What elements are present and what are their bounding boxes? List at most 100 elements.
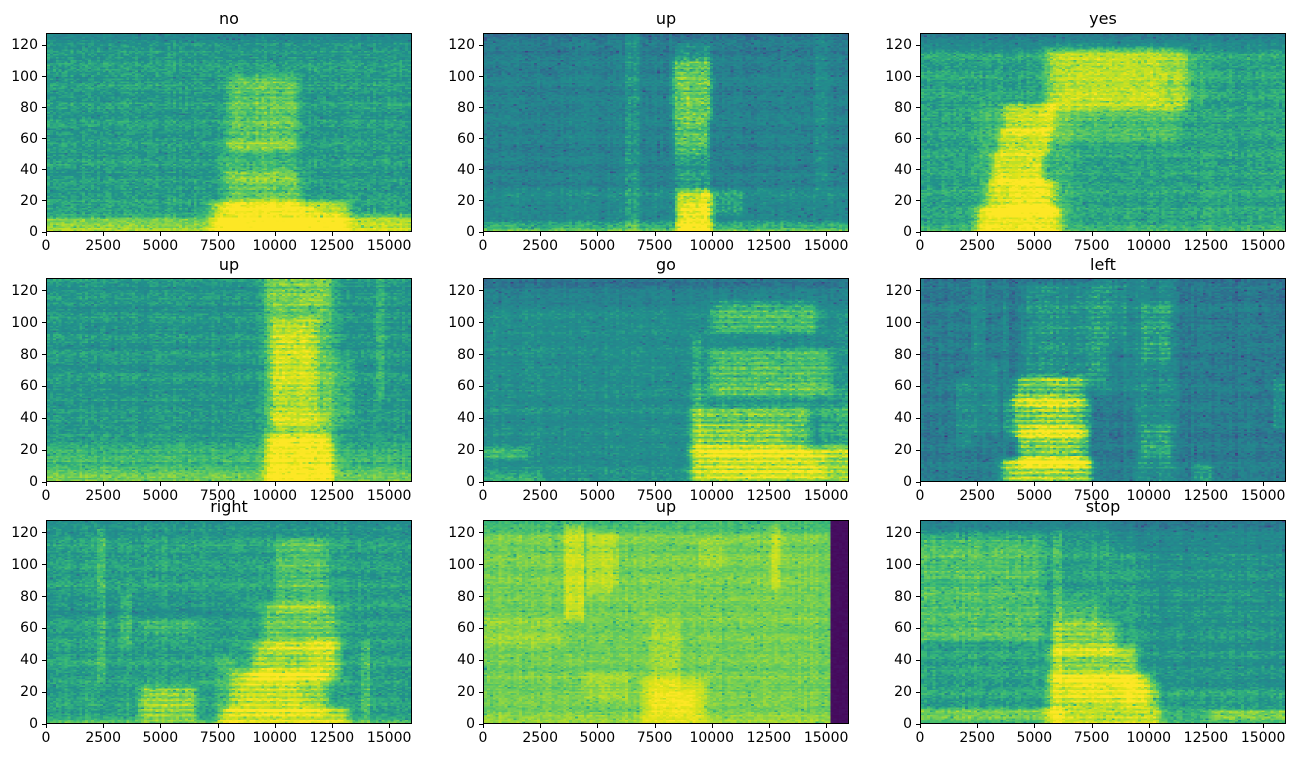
x-tick-label: 10000 [1126,238,1172,254]
x-tick-label: 0 [41,238,51,254]
x-tick-mark [217,232,219,236]
y-tick-mark [916,723,920,725]
x-tick-mark [1205,724,1207,728]
y-tick-mark [479,532,483,534]
y-tick-label: 40 [20,652,38,669]
spectrogram-subplot: no 0 2500 5000 7500 10000 12500 15000 0 20 40 60 80… [11,11,412,253]
x-tick-label: 2500 [959,488,996,504]
y-tick-mark [916,290,920,292]
y-tick-mark [916,659,920,661]
x-tick-label: 0 [478,238,488,254]
y-tick-label: 120 [885,282,912,299]
y-tick-label: 0 [29,474,38,490]
y-tick-mark [42,169,46,171]
x-tick-mark [160,482,162,486]
x-tick-label: 2500 [522,238,559,254]
spectrogram-plot-area [46,33,412,232]
y-tick-label: 60 [894,620,912,637]
y-tick-mark [479,138,483,140]
spectrogram-plot-area [483,520,849,724]
y-tick-label: 120 [448,282,475,299]
y-tick-mark [916,481,920,483]
y-tick-mark [916,200,920,202]
y-tick-label: 20 [457,684,475,701]
y-tick-mark [42,44,46,46]
spectrogram-heatmap-canvas [484,34,848,231]
y-tick-mark [916,564,920,566]
x-tick-label: 7500 [1073,238,1110,254]
y-tick-mark [916,169,920,171]
x-tick-label: 12500 [746,238,792,254]
x-tick-label: 10000 [689,238,735,254]
y-tick-label: 100 [448,68,475,85]
x-tick-mark [46,482,47,486]
x-tick-mark [331,724,333,728]
y-tick-mark [479,354,483,355]
x-tick-label: 15000 [1240,238,1286,254]
y-tick-label: 120 [448,37,475,54]
x-tick-mark [217,482,219,486]
spectrogram-subplot: up 0 2500 5000 7500 10000 12500 15000 0 20 40 60 80… [11,257,412,503]
x-tick-mark [920,232,921,236]
spectrogram-heatmap-canvas [484,521,848,723]
y-tick-mark [479,231,483,233]
subplot-title: right [210,497,248,516]
x-tick-label: 0 [41,488,51,504]
x-tick-label: 7500 [199,238,236,254]
y-tick-label: 60 [894,130,912,147]
subplot-title: left [1090,255,1116,274]
spectrogram-plot-area [483,278,849,482]
x-tick-mark [977,482,979,486]
y-tick-label: 20 [894,192,912,209]
y-tick-label: 80 [457,346,475,363]
y-tick-label: 60 [894,378,912,395]
x-tick-mark [274,232,276,236]
y-tick-mark [916,691,920,693]
y-tick-mark [916,354,920,355]
x-tick-label: 12500 [746,488,792,504]
x-tick-mark [274,724,276,728]
spectrogram-subplot: yes 0 2500 5000 7500 10000 12500 15000 0 20 40 60 8… [885,11,1286,253]
y-tick-label: 100 [11,556,38,573]
y-tick-label: 40 [20,161,38,178]
x-tick-mark [826,724,828,728]
y-tick-mark [916,322,920,324]
x-tick-mark [597,232,599,236]
x-tick-mark [654,724,656,728]
x-tick-label: 15000 [803,488,849,504]
y-tick-mark [479,169,483,171]
y-tick-mark [479,723,483,725]
x-tick-label: 12500 [746,730,792,746]
y-tick-mark [479,322,483,324]
y-tick-label: 0 [466,716,475,732]
y-tick-mark [916,596,920,597]
subplot-title: up [655,497,677,516]
y-tick-label: 80 [20,99,38,116]
x-tick-mark [597,724,599,728]
y-tick-mark [42,290,46,292]
x-tick-label: 7500 [636,730,673,746]
x-tick-mark [768,482,770,486]
y-tick-label: 40 [457,410,475,427]
y-tick-label: 0 [466,474,475,490]
x-tick-mark [483,724,484,728]
x-tick-label: 5000 [1016,730,1053,746]
x-tick-mark [654,482,656,486]
x-tick-label: 0 [478,730,488,746]
spectrogram-subplot: up 0 2500 5000 7500 10000 12500 15000 0 20 40 60 80… [448,11,849,253]
y-tick-mark [42,107,46,109]
x-tick-mark [1263,724,1265,728]
y-tick-mark [42,481,46,483]
y-tick-mark [42,564,46,566]
x-tick-label: 7500 [636,238,673,254]
spectrogram-heatmap-canvas [921,521,1285,723]
y-tick-mark [916,44,920,46]
x-tick-mark [711,482,713,486]
y-tick-label: 60 [457,378,475,395]
y-tick-label: 40 [20,410,38,427]
y-tick-mark [42,354,46,355]
y-tick-label: 0 [903,474,912,490]
y-tick-label: 60 [457,130,475,147]
y-tick-label: 20 [457,442,475,459]
x-tick-label: 7500 [1073,730,1110,746]
